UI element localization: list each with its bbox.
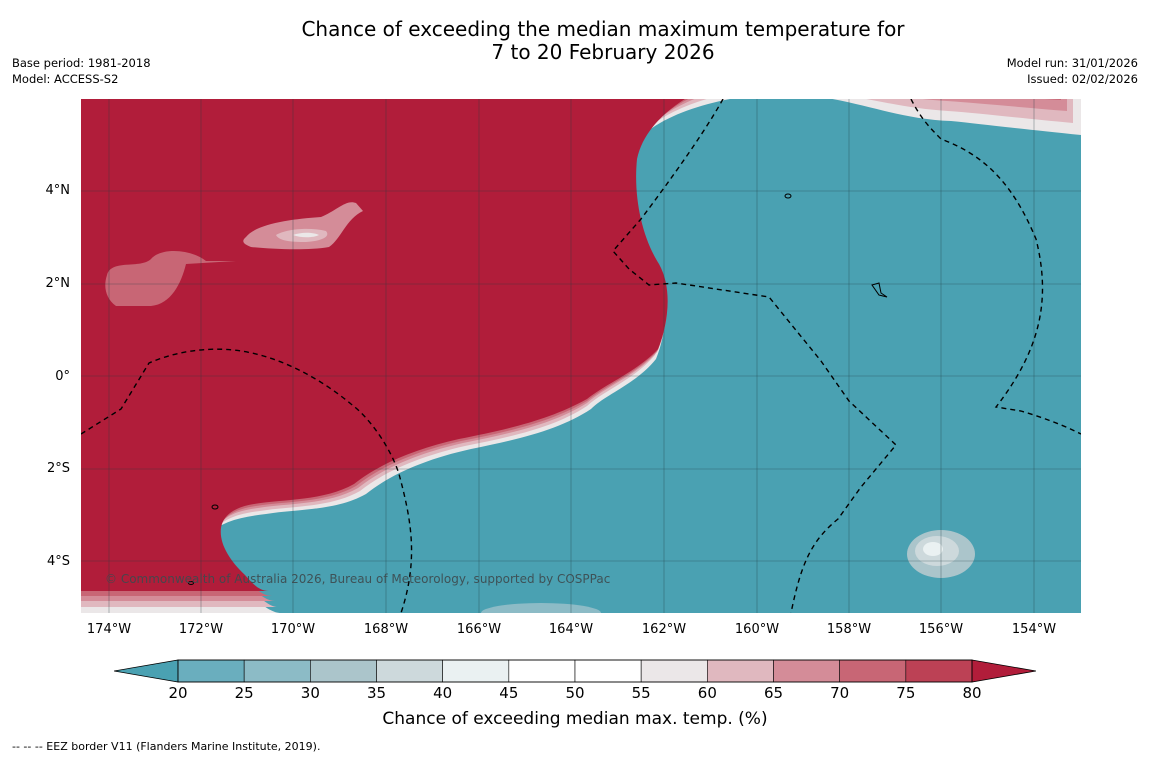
map-title: Chance of exceeding the median maximum t…	[0, 18, 1150, 64]
colorbar-tick-label: 20	[168, 684, 188, 702]
meta-right: Model run: 31/01/2026 Issued: 02/02/2026	[1007, 55, 1138, 87]
colorbar-tick-label: 30	[300, 684, 320, 702]
eez-footnote: -- -- -- EEZ border V11 (Flanders Marine…	[12, 740, 321, 753]
copyright-notice: © Commonwealth of Australia 2026, Bureau…	[105, 572, 611, 586]
colorbar-segment	[640, 659, 708, 683]
colorbar-tick-label: 75	[896, 684, 916, 702]
lon-label-164w: 164°W	[548, 622, 594, 637]
colorbar-tick-label: 25	[234, 684, 254, 702]
colorbar-tick-label: 70	[830, 684, 850, 702]
colorbar-segments	[177, 659, 973, 683]
lon-label-160w: 160°W	[734, 622, 780, 637]
model-run: Model run: 31/01/2026	[1006, 56, 1138, 70]
lon-label-174w: 174°W	[86, 622, 132, 637]
lon-label-172w: 172°W	[178, 622, 224, 637]
colorbar-segment	[508, 659, 576, 683]
colorbar-segment	[707, 659, 774, 683]
colorbar-label: Chance of exceeding median max. temp. (%…	[382, 709, 768, 729]
colorbar-extend-high	[971, 659, 1036, 683]
islands	[188, 193, 888, 585]
band-80	[81, 99, 686, 591]
colorbar-tick-label: 80	[962, 684, 982, 702]
colorbar-segment	[310, 659, 377, 683]
lon-label-166w: 166°W	[456, 622, 502, 637]
colorbar-extend-low	[114, 659, 179, 683]
colorbar-tick-label: 45	[499, 684, 519, 702]
issued-date: Issued: 02/02/2026	[1027, 72, 1138, 86]
colorbar-tick-label: 50	[565, 684, 585, 702]
lat-label-2n: 2°N	[45, 276, 71, 291]
lon-label-156w: 156°W	[918, 622, 964, 637]
map-canvas	[81, 99, 1081, 613]
colorbar	[114, 659, 1036, 683]
graticule	[81, 99, 1081, 613]
lat-label-2s: 2°S	[46, 461, 70, 476]
title-line-2: 7 to 20 February 2026	[491, 40, 715, 64]
colorbar-segment	[773, 659, 840, 683]
eez-borders	[81, 99, 1081, 613]
lat-label-0: 0°	[55, 369, 70, 384]
colorbar-segment	[243, 659, 311, 683]
lon-label-168w: 168°W	[363, 622, 409, 637]
colorbar-tick-label: 60	[697, 684, 717, 702]
colorbar-tick-label: 65	[763, 684, 784, 702]
colorbar-segment	[839, 659, 907, 683]
warm-interior-patches	[105, 202, 363, 306]
colorbar-tick-label: 40	[433, 684, 453, 702]
colorbar-frame	[177, 659, 973, 683]
base-period: Base period: 1981-2018	[12, 56, 151, 70]
model-name: Model: ACCESS-S2	[12, 72, 119, 86]
colorbar-tick-label: 35	[366, 684, 387, 702]
lat-label-4n: 4°N	[45, 183, 71, 198]
lon-label-170w: 170°W	[270, 622, 316, 637]
colorbar-segment	[574, 659, 642, 683]
colorbar-segment	[376, 659, 443, 683]
colorbar-segment	[177, 659, 245, 683]
colorbar-segment	[442, 659, 510, 683]
colorbar-segment	[905, 659, 973, 683]
lat-label-4s: 4°S	[46, 554, 70, 569]
map-panel[interactable]: © Commonwealth of Australia 2026, Bureau…	[81, 99, 1081, 613]
lon-label-154w: 154°W	[1011, 622, 1057, 637]
lon-label-158w: 158°W	[826, 622, 872, 637]
lon-label-162w: 162°W	[641, 622, 687, 637]
colorbar-tick-label: 55	[631, 684, 651, 702]
meta-left: Base period: 1981-2018 Model: ACCESS-S2	[12, 55, 151, 87]
title-line-1: Chance of exceeding the median maximum t…	[301, 17, 905, 41]
